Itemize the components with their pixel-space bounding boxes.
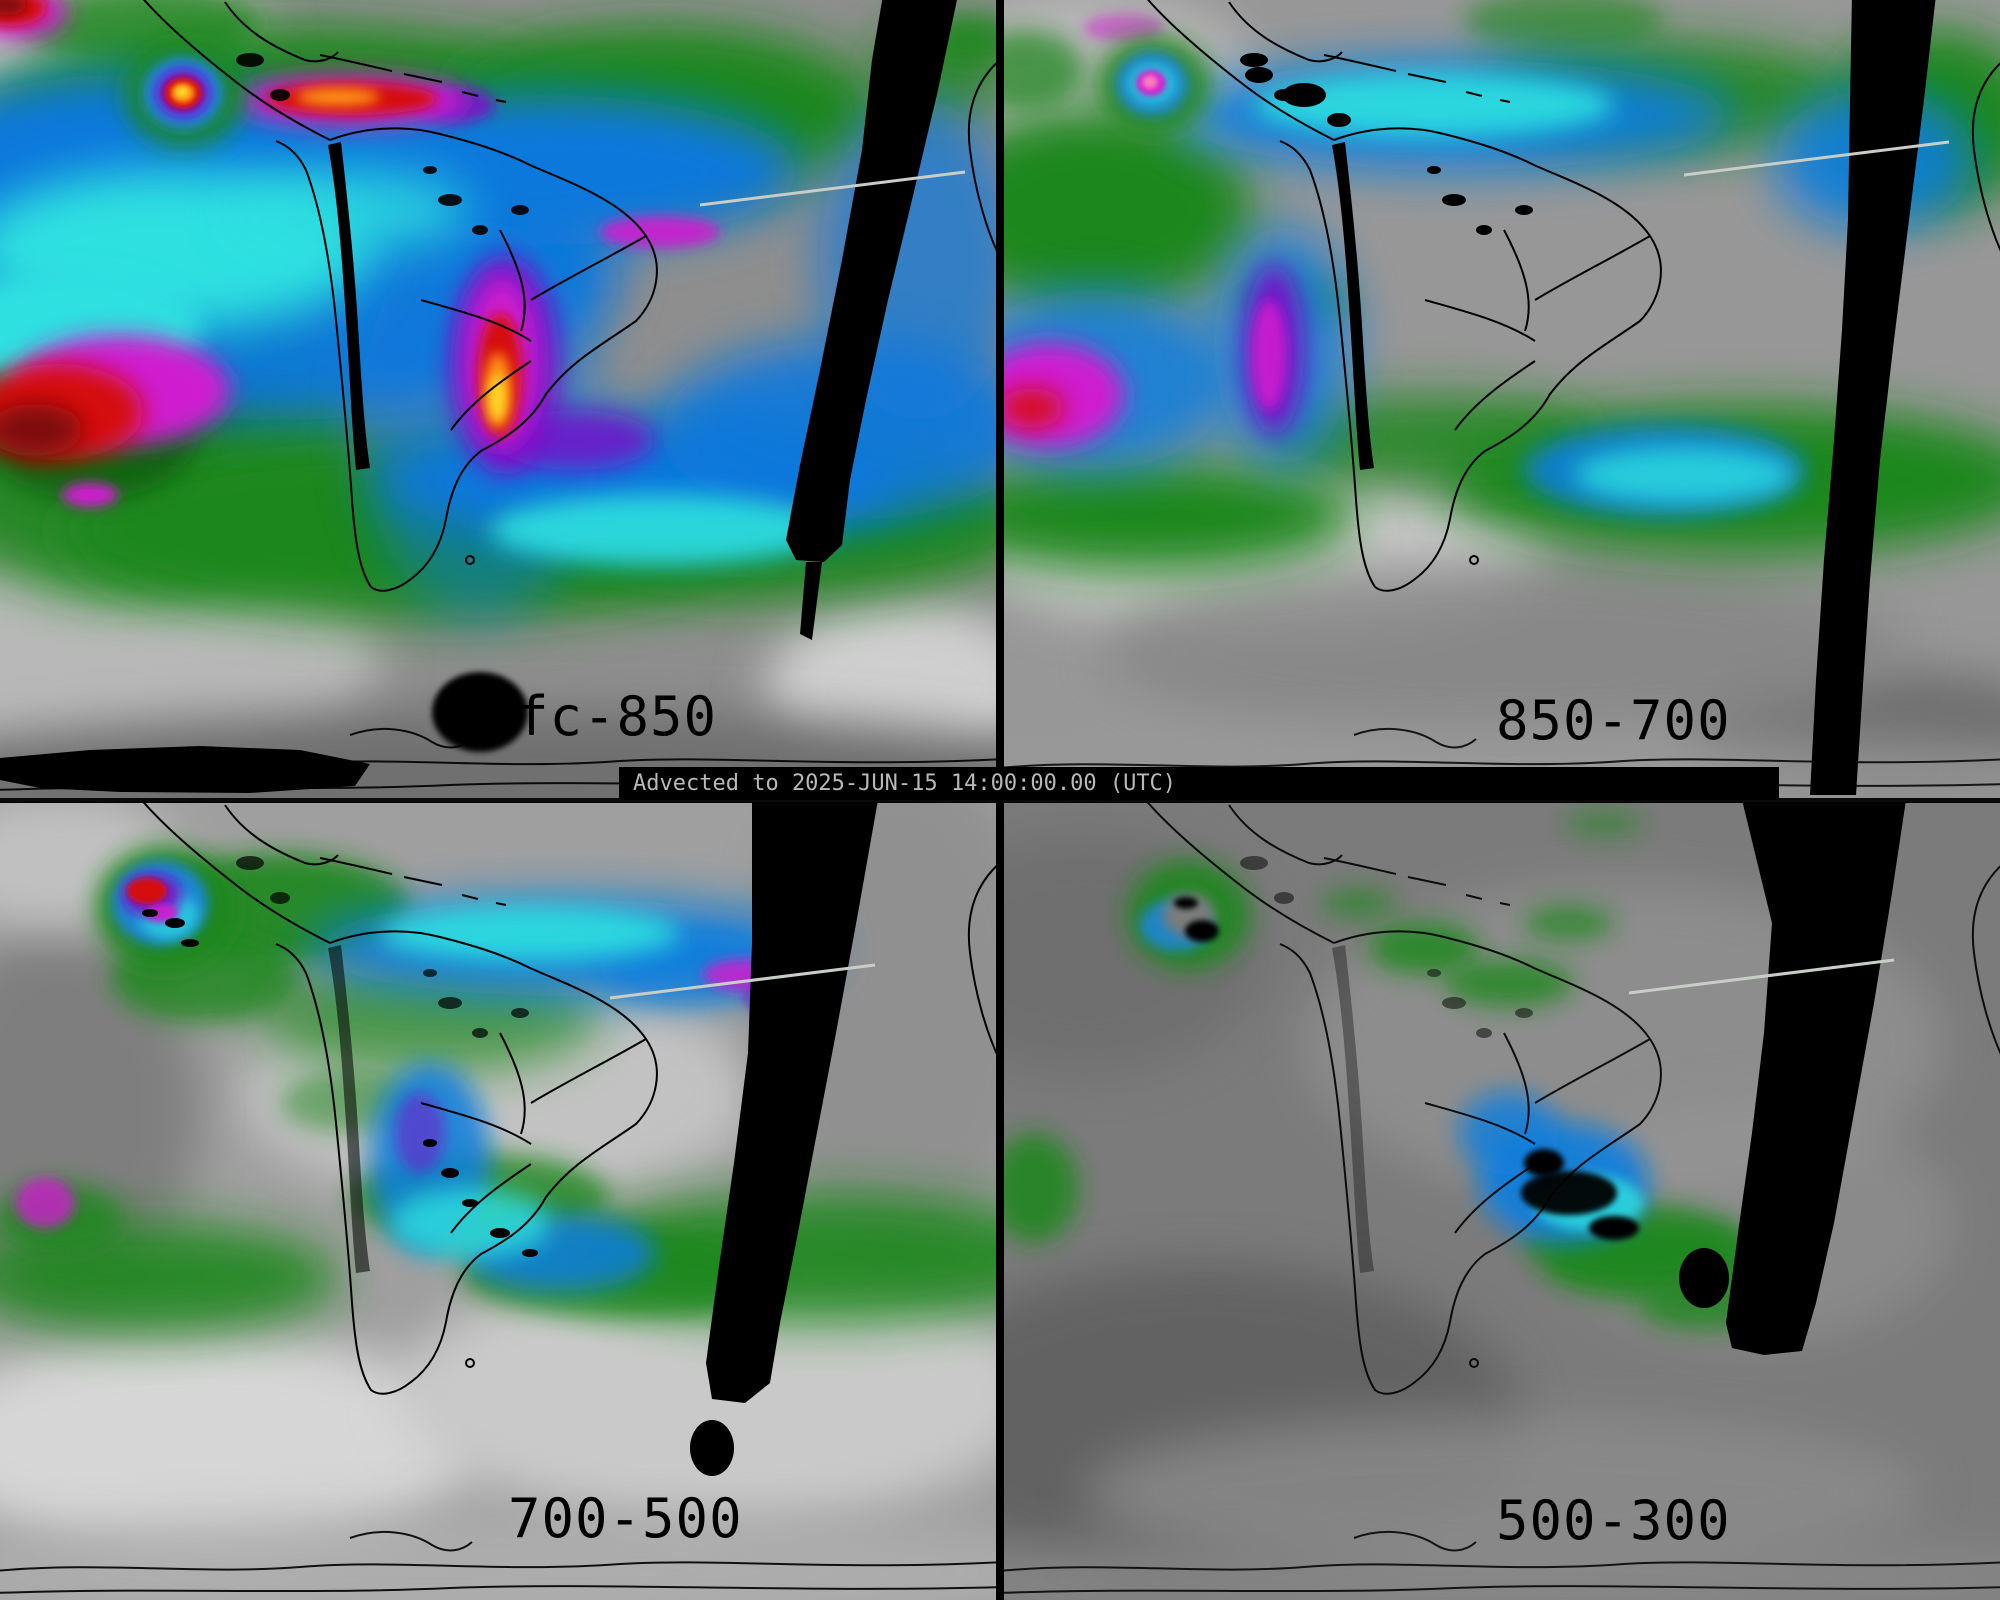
panel-label-500-300: 500-300: [1496, 1489, 1731, 1552]
missing-data-swath: [786, 0, 957, 640]
label-obscuring-blob: [432, 672, 528, 752]
panel-label-700-500: 700-500: [508, 1487, 743, 1550]
satellite-imagery: [1004, 0, 2000, 800]
moisture-field-yellow: [489, 374, 505, 422]
missing-data-swath: [1810, 0, 1936, 795]
moisture-field-cyan: [380, 905, 680, 1258]
moisture-field-red: [1004, 388, 1064, 428]
frontal-black-specks: [423, 1139, 538, 1257]
hurricane: [1096, 35, 1212, 135]
banner-text: Advected to 2025-JUN-15 14:00:00.00 (UTC…: [633, 771, 1177, 796]
land-black-patches: [1245, 67, 1351, 127]
hurricane: [95, 846, 235, 970]
satellite-imagery: [0, 803, 1000, 1600]
frontal-band: [1459, 1091, 1649, 1243]
missing-data-swath: [690, 803, 878, 1476]
cyclone: [1127, 860, 1251, 970]
panel-label-850-700: 850-700: [1496, 689, 1731, 752]
advection-time-banner: Advected to 2025-JUN-15 14:00:00.00 (UTC…: [619, 767, 1779, 800]
satellite-imagery: [1004, 803, 2000, 1600]
missing-data-strip: [0, 746, 370, 793]
panel-divider-vertical: [996, 0, 1004, 1600]
moisture-field-darkred: [0, 0, 83, 456]
satellite-imagery: [0, 0, 1000, 800]
panel-500-300: [1004, 803, 2000, 1600]
hurricane: [125, 43, 245, 147]
panel-fc-850: [0, 0, 1000, 800]
panel-850-700: [1004, 0, 2000, 800]
panel-label-fc-850: fc-850: [516, 685, 718, 748]
missing-data-swath: [1679, 803, 1906, 1355]
panel-700-500: [0, 803, 1000, 1600]
